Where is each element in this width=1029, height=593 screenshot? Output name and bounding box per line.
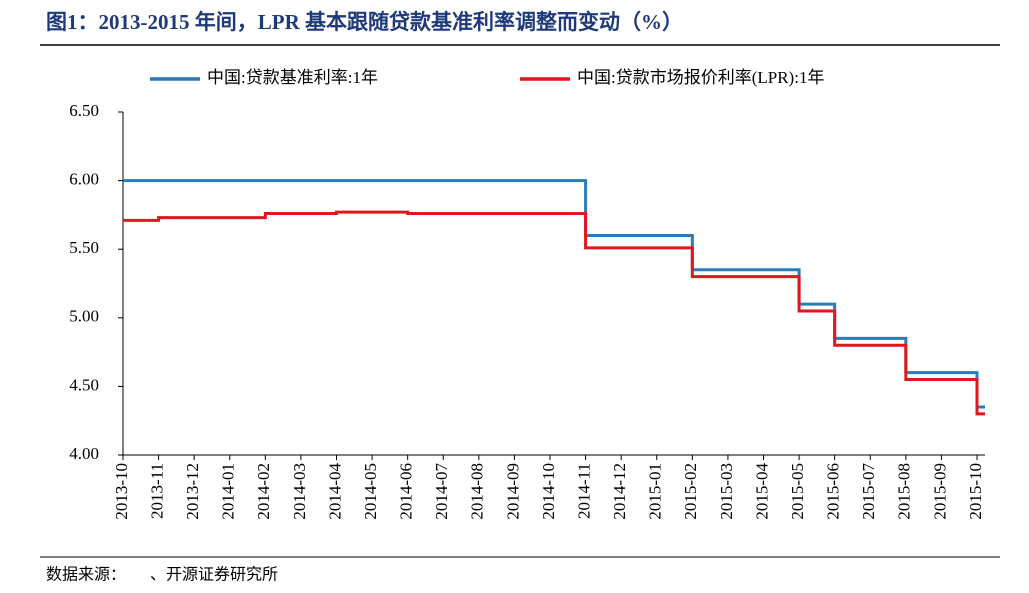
- x-tick-label: 2014-01: [219, 463, 238, 520]
- x-tick-label: 2013-10: [112, 463, 131, 520]
- x-tick-label: 2014-11: [574, 463, 593, 519]
- y-tick-label: 6.50: [69, 101, 99, 120]
- x-tick-label: 2014-08: [468, 463, 487, 520]
- legend-label: 中国:贷款市场报价利率(LPR):1年: [577, 68, 824, 87]
- x-tick-label: 2015-07: [859, 463, 878, 520]
- y-tick-label: 5.00: [69, 307, 99, 326]
- y-tick-label: 5.50: [69, 238, 99, 257]
- series-line: [123, 210, 985, 416]
- x-tick-label: 2015-06: [824, 463, 843, 520]
- source-note: 数据来源： 、开源证券研究所: [46, 566, 278, 584]
- x-tick-label: 2014-12: [610, 463, 629, 520]
- x-tick-label: 2013-12: [183, 463, 202, 520]
- x-tick-label: 2014-05: [361, 463, 380, 520]
- x-tick-label: 2015-09: [930, 463, 949, 520]
- x-tick-label: 2015-10: [966, 463, 985, 520]
- x-tick-label: 2015-01: [646, 463, 665, 520]
- x-tick-label: 2015-05: [788, 463, 807, 520]
- x-tick-label: 2013-11: [147, 463, 166, 519]
- x-tick-label: 2014-09: [503, 463, 522, 520]
- chart-title: 图1：2013-2015 年间，LPR 基本跟随贷款基准利率调整而变动（%）: [46, 10, 683, 34]
- x-tick-label: 2014-07: [432, 463, 451, 520]
- x-tick-label: 2014-06: [397, 463, 416, 520]
- legend-label: 中国:贷款基准利率:1年: [207, 68, 378, 87]
- x-tick-label: 2015-02: [681, 463, 700, 520]
- y-tick-label: 4.00: [69, 444, 99, 463]
- series-line: [123, 179, 985, 409]
- x-tick-label: 2014-04: [325, 463, 344, 520]
- x-tick-label: 2015-03: [717, 463, 736, 520]
- x-tick-label: 2014-10: [539, 463, 558, 520]
- x-tick-label: 2015-04: [752, 463, 771, 520]
- y-tick-label: 4.50: [69, 375, 99, 394]
- y-tick-label: 6.00: [69, 170, 99, 189]
- x-tick-label: 2015-08: [895, 463, 914, 520]
- x-tick-label: 2014-02: [254, 463, 273, 520]
- x-tick-label: 2014-03: [290, 463, 309, 520]
